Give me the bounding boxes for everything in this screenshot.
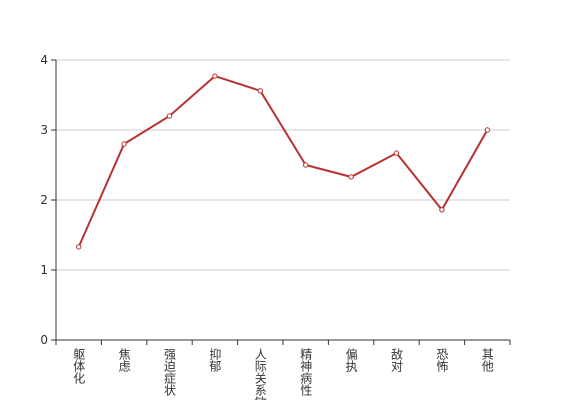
y-tick-label: 3 <box>40 123 48 137</box>
point <box>212 73 218 79</box>
y-tick-label: 1 <box>40 263 48 277</box>
y-tick-label: 0 <box>40 333 48 347</box>
point <box>121 141 127 147</box>
y-tick-label: 2 <box>40 193 48 207</box>
x-tick-label: 人际关系敏感 <box>253 348 267 400</box>
x-tick-label: 其他 <box>480 348 494 372</box>
line <box>77 74 489 248</box>
point <box>439 207 445 213</box>
point <box>166 113 173 119</box>
x-tick-label: 恐怖 <box>435 348 449 372</box>
x-tick-label: 焦虑 <box>117 348 131 372</box>
point <box>303 162 309 168</box>
x-tick-label: 敌对 <box>390 347 404 372</box>
point <box>257 88 263 94</box>
point <box>484 127 490 133</box>
point <box>348 174 354 180</box>
x-tick-label: 精神病性 <box>299 348 313 397</box>
y-tick-label: 4 <box>40 53 48 67</box>
x-tick-label: 强迫症状 <box>163 348 177 396</box>
point <box>76 244 82 250</box>
x-tick-label: 抑郁 <box>208 347 222 373</box>
x-tick-label: 偏执 <box>344 347 358 373</box>
point <box>393 150 400 156</box>
x-tick-label: 躯体化 <box>72 347 86 385</box>
